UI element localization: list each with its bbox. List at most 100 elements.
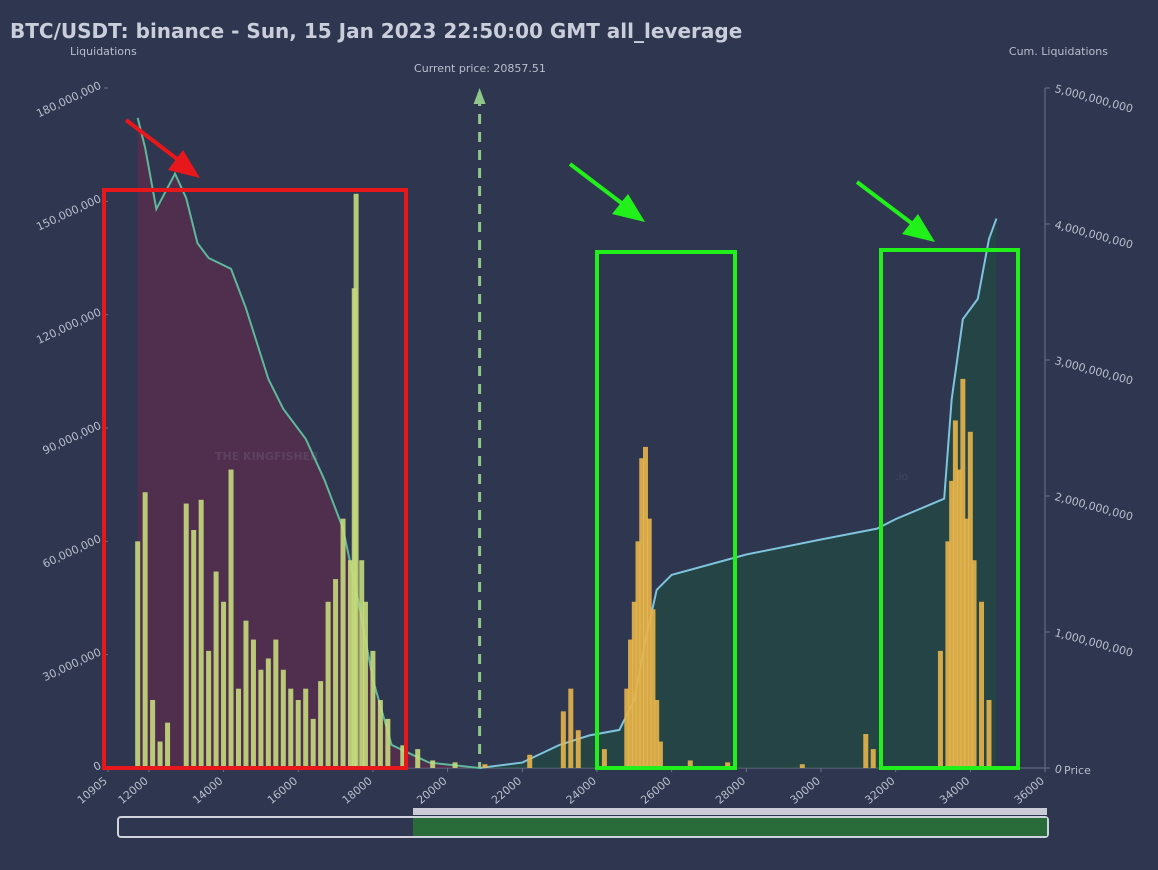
x-tick-label: 10905 bbox=[75, 774, 110, 806]
bar bbox=[348, 560, 354, 768]
bar bbox=[228, 469, 234, 768]
y2-tick-label: 5,000,000,000 bbox=[1053, 82, 1134, 115]
bar bbox=[960, 378, 966, 768]
bar bbox=[280, 669, 286, 768]
bar bbox=[601, 749, 607, 768]
x-tick-label: 34000 bbox=[937, 774, 972, 806]
bar bbox=[986, 700, 992, 768]
arrows bbox=[124, 118, 935, 242]
bar bbox=[725, 762, 731, 768]
bar bbox=[967, 431, 973, 768]
bar bbox=[482, 764, 488, 768]
y2-tick-label: 2,000,000,000 bbox=[1053, 490, 1134, 523]
watermark-suffix: .io bbox=[895, 470, 909, 483]
cumulative-area bbox=[479, 218, 997, 768]
bar bbox=[646, 518, 652, 768]
bar bbox=[353, 193, 359, 768]
bar bbox=[333, 579, 339, 768]
x-tick-label: 22000 bbox=[489, 774, 524, 806]
bar bbox=[642, 446, 648, 768]
bar bbox=[221, 601, 227, 768]
bar bbox=[949, 480, 955, 768]
bar bbox=[213, 571, 219, 768]
bar bbox=[799, 764, 805, 768]
x-tick-label: 12000 bbox=[116, 774, 151, 806]
bar bbox=[452, 762, 458, 768]
x-tick-label: 20000 bbox=[414, 774, 449, 806]
bar bbox=[370, 650, 376, 768]
bar bbox=[198, 499, 204, 768]
bar bbox=[359, 560, 365, 768]
bar bbox=[979, 601, 985, 768]
bar bbox=[235, 688, 241, 768]
bar bbox=[956, 469, 962, 768]
highlight-box bbox=[879, 248, 1020, 770]
range-slider[interactable] bbox=[117, 816, 1049, 838]
bar bbox=[400, 745, 406, 768]
bar bbox=[657, 741, 663, 768]
bar bbox=[243, 620, 249, 768]
bar bbox=[377, 700, 383, 768]
bar bbox=[964, 518, 970, 768]
range-handle[interactable] bbox=[413, 808, 1047, 815]
bar bbox=[971, 560, 977, 768]
y2-tick-label: 4,000,000,000 bbox=[1053, 218, 1134, 251]
bar bbox=[310, 718, 316, 768]
bar bbox=[863, 734, 869, 768]
bar bbox=[385, 718, 391, 768]
bar bbox=[624, 688, 630, 768]
y2-axis-label: Cum. Liquidations bbox=[1009, 45, 1108, 58]
bar bbox=[206, 650, 212, 768]
y-axis-label: Liquidations bbox=[70, 45, 137, 58]
bar bbox=[362, 601, 368, 768]
x-tick-label: 18000 bbox=[340, 774, 375, 806]
x-axis-label: Price bbox=[1064, 764, 1091, 777]
bar bbox=[135, 541, 141, 768]
y-tick-label: 150,000,000 bbox=[34, 192, 103, 233]
bar bbox=[430, 760, 436, 768]
bar bbox=[288, 688, 294, 768]
bar bbox=[654, 700, 660, 768]
watermark: THE KINGFISHER bbox=[215, 450, 319, 463]
bar bbox=[415, 749, 421, 768]
bar bbox=[150, 700, 156, 768]
bar bbox=[870, 749, 876, 768]
y-tick-label: 90,000,000 bbox=[41, 419, 104, 457]
x-tick-label: 36000 bbox=[1012, 774, 1047, 806]
y2-tick-label: 0 bbox=[1053, 762, 1063, 776]
bar bbox=[560, 711, 566, 768]
y-tick-label: 30,000,000 bbox=[41, 646, 104, 684]
x-tick-label: 30000 bbox=[788, 774, 823, 806]
bar bbox=[635, 541, 641, 768]
y2-tick-label: 3,000,000,000 bbox=[1053, 354, 1134, 387]
bar bbox=[165, 722, 171, 768]
cumulative-line bbox=[479, 218, 998, 769]
chart-title: BTC/USDT: binance - Sun, 15 Jan 2023 22:… bbox=[10, 19, 742, 43]
bar bbox=[945, 541, 951, 768]
bar bbox=[575, 730, 581, 768]
x-tick-label: 24000 bbox=[564, 774, 599, 806]
bar bbox=[937, 650, 943, 768]
bar bbox=[191, 530, 197, 768]
bar bbox=[325, 601, 331, 768]
bar bbox=[639, 458, 645, 768]
x-tick-label: 32000 bbox=[862, 774, 897, 806]
bar bbox=[687, 760, 693, 768]
highlight-box bbox=[102, 188, 408, 770]
bar bbox=[157, 741, 163, 768]
highlight-box bbox=[595, 250, 737, 770]
bar bbox=[295, 700, 301, 768]
y2-tick-label: 1,000,000,000 bbox=[1053, 626, 1134, 659]
bar bbox=[631, 601, 637, 768]
bar bbox=[265, 658, 271, 768]
x-tick-label: 26000 bbox=[638, 774, 673, 806]
bar bbox=[650, 609, 656, 768]
x-tick-label: 28000 bbox=[713, 774, 748, 806]
y-tick-label: 60,000,000 bbox=[41, 532, 104, 570]
bar bbox=[952, 420, 958, 768]
x-tick-label: 16000 bbox=[265, 774, 300, 806]
range-selection[interactable] bbox=[413, 818, 1047, 836]
bar bbox=[250, 639, 256, 768]
bar bbox=[258, 669, 264, 768]
